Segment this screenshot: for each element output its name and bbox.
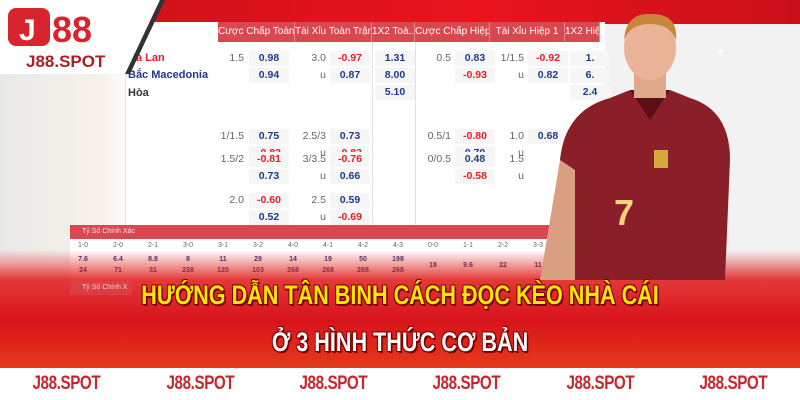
odds-cell[interactable]: -0.58 [455, 169, 495, 184]
column-header: Tài Xỉu Hiệp 1 [490, 22, 565, 42]
footer-brand: J88.SPOT [432, 373, 501, 394]
divider [415, 42, 416, 227]
player-image: 7 [540, 13, 730, 280]
odds-cell[interactable]: 0.98 [249, 51, 289, 66]
footer-brand: J88.SPOT [166, 373, 234, 394]
score-label: 1-0 [77, 242, 89, 249]
svg-text:J: J [19, 14, 36, 47]
score-label: 4-1 [322, 242, 334, 249]
odds-cell[interactable]: -0.81 [249, 152, 289, 167]
footer-brand: J88.SPOT [299, 373, 368, 394]
under-label: u [320, 211, 326, 223]
odds-cell[interactable]: 0.73 [330, 129, 370, 144]
score-label: 2-0 [112, 242, 124, 249]
divider [125, 42, 126, 227]
under-label: u [320, 170, 326, 182]
odds-cell[interactable]: 0.73 [249, 169, 289, 184]
j88-logo: J 88 J88.SPOT [0, 0, 165, 74]
handicap-line: 1/1.5 [220, 130, 244, 142]
total-line: 3.0 [311, 52, 326, 64]
column-header: 1X2 Toà... [372, 22, 415, 42]
odds-cell[interactable]: 0.87 [330, 68, 370, 83]
column-header: Cược Chấp Hiệp 1 [415, 22, 490, 42]
score-label: 2-2 [497, 242, 509, 249]
score-label: 4-0 [287, 242, 299, 249]
under-label: u [518, 69, 524, 81]
score-label: 2-1 [147, 242, 159, 249]
handicap-line: 0/0.5 [427, 153, 451, 165]
total-line: 3/3.5 [302, 153, 326, 165]
footer-brand: J88.SPOT [699, 373, 768, 394]
odds-cell[interactable]: 0.82 [528, 68, 568, 83]
headline-line-1: HƯỚNG DẪN TÂN BINH CÁCH ĐỌC KÈO NHÀ CÁI [141, 280, 659, 310]
score-label: 3-0 [182, 242, 194, 249]
odds-cell[interactable]: -0.97 [330, 51, 370, 66]
sparkle-icon: + [716, 42, 725, 58]
handicap-line: 2.0 [229, 194, 244, 206]
score-label: 4-3 [392, 242, 404, 249]
total-line: 2.5/3 [302, 130, 326, 142]
score-label: 3-1 [217, 242, 229, 249]
draw-label: Hòa [128, 87, 149, 99]
odds-cell[interactable]: 0.52 [249, 210, 289, 225]
score-label: 1-1 [462, 242, 474, 249]
column-header: Tài Xỉu Toàn Trận [295, 22, 372, 42]
column-header: Cược Chấp Toàn ... [218, 22, 295, 42]
odds-cell[interactable]: 6. [570, 68, 610, 83]
handicap-line: 1.5/2 [220, 153, 244, 165]
score-label: 4-2 [357, 242, 369, 249]
jersey-number: 7 [614, 192, 634, 233]
total-line: 1.5 [509, 153, 524, 165]
team-away: Bắc Macedonia [128, 69, 209, 81]
correct-score-header: Tỷ Số Chính Xác [70, 225, 590, 239]
under-label: u [518, 170, 524, 182]
score-label: 3-2 [252, 242, 264, 249]
footer-brand: J88.SPOT [566, 373, 634, 394]
odds-cell[interactable]: 0.94 [249, 68, 289, 83]
under-label: u [320, 147, 326, 159]
total-line: 1/1.5 [500, 52, 524, 64]
odds-cell[interactable]: 0.83 [455, 51, 495, 66]
score-label: 3-3 [532, 242, 544, 249]
odds-cell[interactable]: -0.69 [330, 210, 370, 225]
odds-cell[interactable]: -0.76 [330, 152, 370, 167]
total-line: 1.0 [509, 130, 524, 142]
odds-cell[interactable]: 1. [570, 51, 610, 66]
score-label: 0-0 [427, 242, 439, 249]
odds-cell[interactable]: -0.60 [249, 193, 289, 208]
odds-cell[interactable]: 0.66 [330, 169, 370, 184]
odds-cell[interactable]: -0.92 [528, 51, 568, 66]
odds-cell[interactable]: -0.80 [455, 129, 495, 144]
odds-cell[interactable]: 0.75 [249, 129, 289, 144]
correct-score-header-2: Tỷ Số Chính X [70, 281, 132, 295]
under-label: u [518, 147, 524, 159]
footer: J88.SPOT J88.SPOT J88.SPOT J88.SPOT J88.SPOT… [0, 368, 800, 400]
odds-cell[interactable]: 5.10 [375, 85, 415, 100]
odds-cell[interactable]: 0.68 [528, 129, 568, 144]
odds-cell[interactable]: 8.00 [375, 68, 415, 83]
under-label: u [320, 69, 326, 81]
handicap-line: 1.5 [229, 52, 244, 64]
svg-text:J88.SPOT: J88.SPOT [26, 52, 106, 71]
headline-line-2: Ở 3 HÌNH THỨC CƠ BẢN [271, 327, 529, 357]
svg-text:88: 88 [52, 9, 92, 50]
column-header: 1X2 Hiệ... [565, 22, 600, 42]
odds-cell[interactable]: 0.59 [330, 193, 370, 208]
footer-brand: J88.SPOT [32, 373, 101, 394]
divider [372, 42, 373, 227]
handicap-line: 0.5 [436, 52, 451, 64]
odds-cell[interactable]: 0.48 [455, 152, 495, 167]
odds-cell[interactable]: -0.93 [455, 68, 495, 83]
odds-cell[interactable]: 1.31 [375, 51, 415, 66]
handicap-line: 0.5/1 [427, 130, 451, 142]
odds-cell[interactable]: 2.4 [570, 85, 610, 100]
total-line: 2.5 [311, 194, 326, 206]
